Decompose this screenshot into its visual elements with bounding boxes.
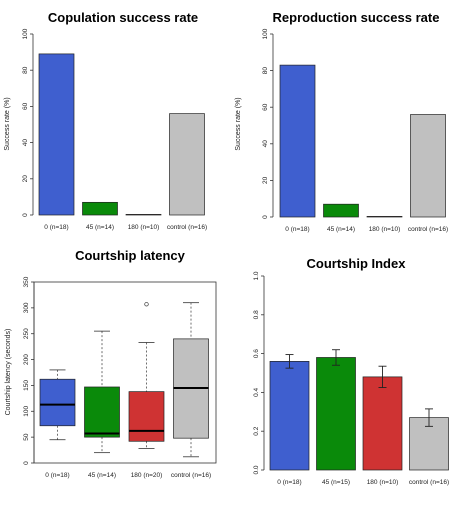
x-tick-label: 45 (n=14) xyxy=(88,472,116,479)
y-tick-label: 0.0 xyxy=(253,465,260,474)
y-tick-label: 100 xyxy=(22,28,29,39)
y-tick-label: 0 xyxy=(23,461,30,465)
y-tick-label: 80 xyxy=(22,66,29,74)
y-tick-label: 350 xyxy=(23,276,30,287)
y-tick-label: 1.0 xyxy=(253,271,260,280)
bar xyxy=(269,361,310,471)
box xyxy=(39,378,76,427)
outlier-point xyxy=(144,302,149,307)
bar xyxy=(169,113,205,216)
y-tick-label: 50 xyxy=(23,433,30,441)
y-tick-label: 250 xyxy=(23,328,30,339)
x-tick-label: 180 (n=10) xyxy=(128,224,160,231)
bar xyxy=(82,201,118,216)
y-tick-label: 100 xyxy=(262,28,269,39)
y-tick-label: 0.4 xyxy=(253,388,260,397)
y-tick-label: 100 xyxy=(23,405,30,416)
bar xyxy=(366,216,403,218)
x-tick-label: 45 (n=14) xyxy=(86,224,114,231)
y-tick-label: 0 xyxy=(22,213,29,217)
x-tick-label: 0 (n=18) xyxy=(285,226,309,233)
bar xyxy=(279,64,316,218)
chart-panel-4: Courtship Index 0.0 0.2 0.4 0.6 0.8 1.0 0 (n=18… xyxy=(253,256,449,486)
x-tick-label: 0 (n=18) xyxy=(277,479,301,486)
y-tick-label: 40 xyxy=(262,140,269,148)
box xyxy=(84,386,120,438)
x-tick-label: 180 (n=10) xyxy=(367,479,399,486)
x-tick-label: 45 (n=15) xyxy=(322,479,350,486)
bar xyxy=(410,114,446,218)
y-tick-label: 60 xyxy=(22,102,29,110)
y-axis-label: Courtship latency (seconds) xyxy=(5,329,12,416)
y-tick-label: 40 xyxy=(22,139,29,147)
y-tick-label: 200 xyxy=(23,354,30,365)
chart-panel-3: Courtship latency 0 50 100 150 200 250 300 350 Co… xyxy=(5,248,217,479)
chart-title: Copulation success rate xyxy=(48,10,198,25)
chart-title: Reproduction success rate xyxy=(273,10,440,25)
chart-title: Courtship Index xyxy=(307,256,407,271)
x-tick-label: 180 (n=10) xyxy=(369,226,401,233)
chart-title: Courtship latency xyxy=(75,248,186,263)
y-tick-label: 20 xyxy=(22,175,29,183)
y-tick-label: 150 xyxy=(23,380,30,391)
y-axis-label: Success rate (%) xyxy=(235,97,242,150)
bar xyxy=(362,376,403,471)
x-tick-label: control (n=16) xyxy=(171,472,211,479)
y-tick-label: 0.8 xyxy=(253,310,260,319)
bar xyxy=(316,357,356,471)
x-tick-label: control (n=16) xyxy=(409,479,449,486)
y-tick-label: 80 xyxy=(262,67,269,75)
y-tick-label: 0 xyxy=(262,215,269,219)
y-tick-label: 0.2 xyxy=(253,426,260,435)
bar xyxy=(125,214,162,216)
box xyxy=(128,391,165,442)
y-tick-label: 60 xyxy=(262,103,269,111)
x-tick-label: 45 (n=14) xyxy=(327,226,355,233)
x-tick-label: control (n=16) xyxy=(167,224,207,231)
x-tick-label: 180 (n=20) xyxy=(131,472,163,479)
x-tick-label: control (n=16) xyxy=(408,226,448,233)
plot-frame xyxy=(33,281,217,464)
y-tick-label: 20 xyxy=(262,176,269,184)
bar xyxy=(323,203,359,218)
chart-panel-2: Reproduction success rate 0 20 40 60 80 100 Suc… xyxy=(235,10,448,233)
x-tick-label: 0 (n=18) xyxy=(44,224,68,231)
y-tick-label: 0.6 xyxy=(253,349,260,358)
y-axis-label: Success rate (%) xyxy=(4,97,11,150)
bar xyxy=(38,53,75,216)
y-tick-label: 300 xyxy=(23,302,30,313)
chart-panel-1: Copulation success rate 0 20 40 60 80 100 Succe… xyxy=(4,10,207,231)
x-tick-label: 0 (n=18) xyxy=(45,472,69,479)
